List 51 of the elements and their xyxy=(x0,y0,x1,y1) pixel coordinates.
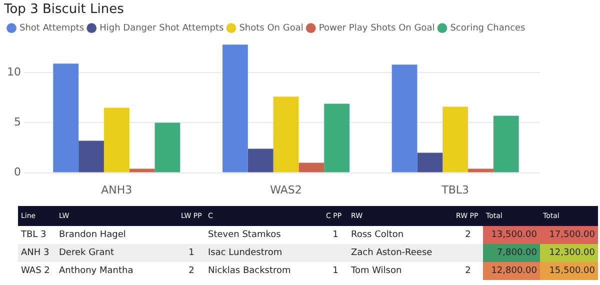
x-tick-label: TBL3 xyxy=(440,183,470,196)
text: 12,800.00 xyxy=(491,266,537,276)
text: 2 xyxy=(465,230,471,240)
bar xyxy=(298,162,324,172)
text: 15,500.00 xyxy=(549,266,595,276)
chart-title: Top 3 Biscuit Lines xyxy=(3,2,124,18)
text: ANH 3 xyxy=(21,248,50,258)
text: 13,500.00 xyxy=(491,230,537,240)
text: WAS 2 xyxy=(21,266,50,276)
legend-label: Shots On Goal xyxy=(239,23,304,34)
bar xyxy=(493,116,519,172)
text: 1 xyxy=(188,248,194,258)
legend-label: Power Play Shots On Goal xyxy=(318,23,435,34)
text: Tom Wilson xyxy=(351,266,402,276)
text: Brandon Hagel xyxy=(59,230,126,240)
text: Anthony Mantha xyxy=(59,266,134,276)
text: 12,300.00 xyxy=(549,248,595,258)
bar xyxy=(324,104,350,172)
text: Derek Grant xyxy=(59,248,114,258)
bar xyxy=(154,122,180,172)
bar xyxy=(273,96,299,172)
text: Ross Colton xyxy=(351,230,404,240)
text: 2 xyxy=(465,266,471,276)
legend-label: Shot Attempts xyxy=(20,23,84,34)
y-tick-label: 0 xyxy=(14,166,21,179)
bar xyxy=(222,44,248,172)
text: 7,800.00 xyxy=(496,248,537,258)
text: 1 xyxy=(332,230,338,240)
x-tick-label: ANH3 xyxy=(101,183,132,196)
text: 1 xyxy=(332,266,338,276)
y-tick-label: 5 xyxy=(14,116,21,129)
bar xyxy=(468,168,494,172)
x-tick-label: WAS2 xyxy=(270,183,302,196)
y-tick-label: 10 xyxy=(6,66,21,79)
legend-label: Scoring Chances xyxy=(450,23,526,34)
bar xyxy=(129,168,155,172)
text: 17,500.00 xyxy=(549,230,595,240)
bar xyxy=(442,106,468,172)
bar xyxy=(248,148,274,172)
bar xyxy=(78,140,104,172)
text: Zach Aston-Reese xyxy=(351,248,432,258)
bar xyxy=(392,64,418,172)
bar xyxy=(53,64,79,172)
legend-label: High Danger Shot Attempts xyxy=(100,23,224,34)
text: Nicklas Backstrom xyxy=(208,266,291,276)
text: TBL 3 xyxy=(21,230,46,240)
bar xyxy=(104,108,130,172)
bar xyxy=(417,152,443,172)
text: Steven Stamkos xyxy=(208,230,281,240)
text: 2 xyxy=(188,266,194,276)
text: Isac Lundestrom xyxy=(208,248,282,258)
